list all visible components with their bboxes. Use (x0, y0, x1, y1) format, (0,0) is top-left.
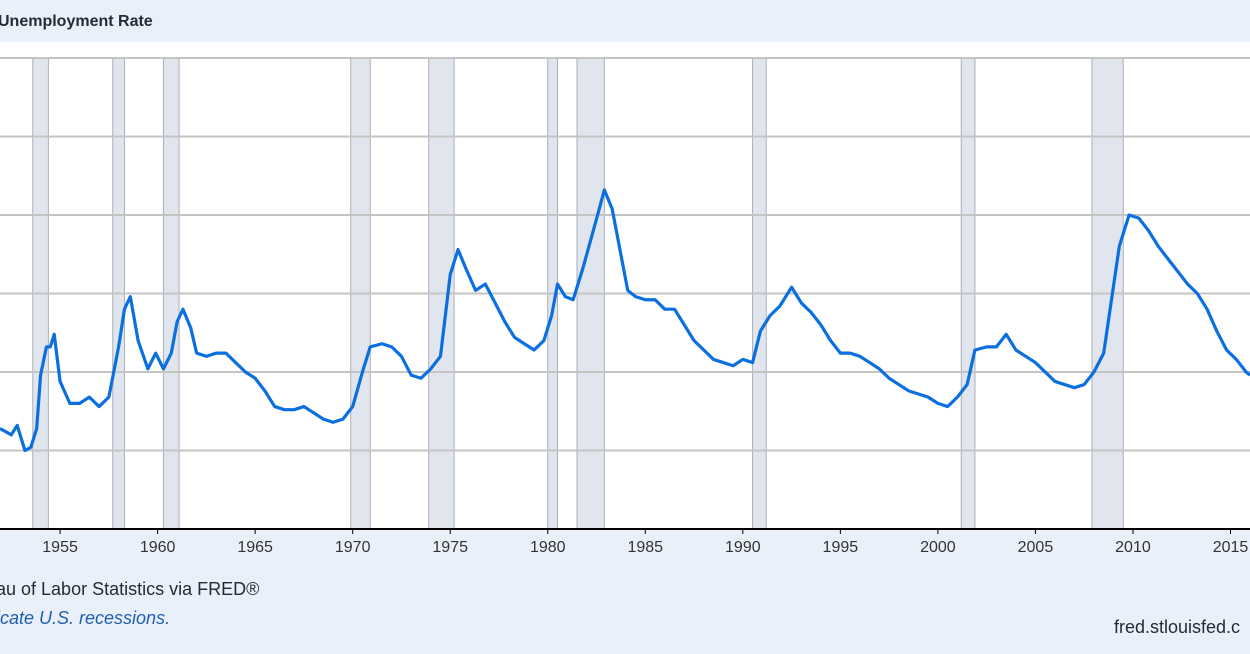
x-tick-label: 1955 (42, 539, 78, 556)
x-tick-label: 2010 (1115, 539, 1151, 556)
x-tick-label: 1980 (530, 539, 566, 556)
x-tick-label: 1975 (432, 539, 468, 556)
x-tick-label: 1960 (140, 539, 176, 556)
data-line (0, 188, 1250, 453)
x-tick-label: 1995 (823, 539, 859, 556)
url: fred.stlouisfed.c (1114, 617, 1240, 637)
plot-area (0, 42, 1250, 529)
line-layer (0, 188, 1250, 453)
x-tick-label: 1965 (237, 539, 273, 556)
x-tick-label: 2015 (1213, 539, 1249, 556)
x-tick-label: 1970 (335, 539, 371, 556)
x-tick-label: 1985 (627, 539, 663, 556)
source-note: au of Labor Statistics via FRED® (0, 579, 259, 599)
x-tick-label: 1990 (725, 539, 761, 556)
x-ticks: 1955 1960 1965 1970 1975 1980 1985 1990 1995 2000… (42, 529, 1248, 556)
recession-note: icate U.S. recessions. (0, 608, 170, 628)
chart-title: Unemployment Rate (0, 13, 153, 30)
x-tick-label: 2000 (920, 539, 956, 556)
x-tick-label: 2005 (1018, 539, 1054, 556)
